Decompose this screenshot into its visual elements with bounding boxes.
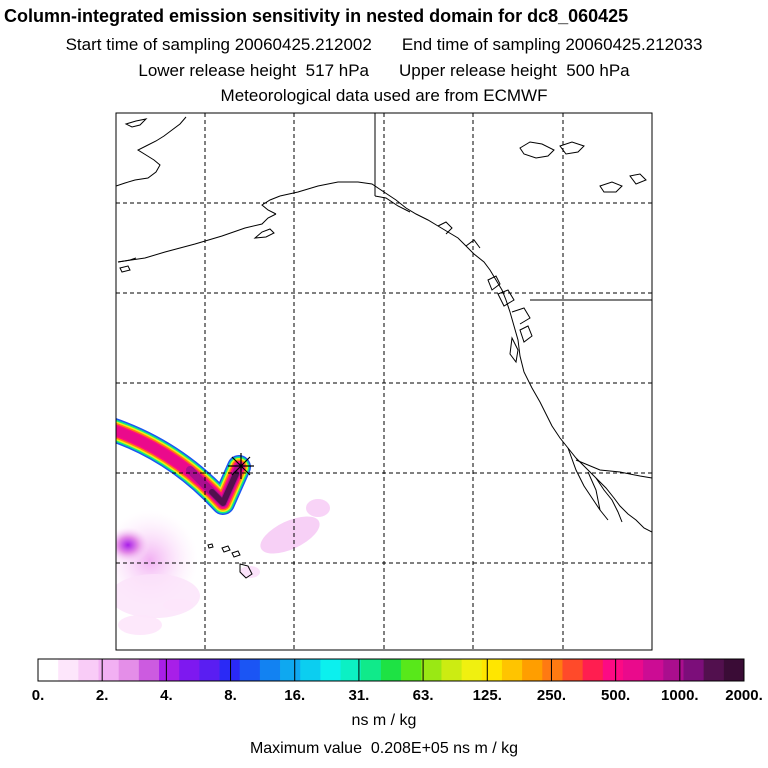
colorbar-swatch (703, 659, 725, 681)
colorbar-swatch (159, 659, 180, 681)
colorbar-swatch (683, 659, 705, 681)
colorbar-swatch (542, 659, 563, 681)
maximum-value-label: Maximum value (249, 740, 362, 757)
colorbar-swatch (138, 659, 160, 681)
colorbar-swatch (461, 659, 483, 681)
coastlines (116, 116, 652, 579)
lower-value: 517 hPa (305, 61, 369, 80)
start-value: 20060425.212002 (234, 35, 372, 54)
sensitivity-field-low (116, 499, 330, 635)
colorbar-swatch (582, 659, 604, 681)
sampling-time-line: Start time of sampling 20060425.212002 En… (0, 35, 768, 55)
colorbar-swatch (421, 659, 442, 681)
map-frame (115, 112, 653, 651)
colorbar-swatch (118, 659, 140, 681)
colorbar-swatch (663, 659, 684, 681)
colorbar-tick-label: 250. (536, 687, 567, 704)
map-area (116, 113, 652, 650)
release-height-line: Lower release height 517 hPa Upper releas… (0, 61, 768, 81)
colorbar-tick-label: 16. (284, 687, 306, 704)
political-borders (374, 113, 652, 479)
plot-title: Column-integrated emission sensitivity i… (4, 6, 629, 26)
colorbar-swatch (380, 659, 402, 681)
colorbar-tick-label: 1000. (661, 687, 699, 704)
upper-value: 500 hPa (566, 61, 630, 80)
colorbar-frame (37, 658, 745, 682)
end-label: End time of sampling (401, 35, 561, 54)
colorbar-swatch (38, 659, 59, 681)
start-label: Start time of sampling (65, 35, 230, 54)
colorbar-tick-label: 8. (224, 687, 237, 704)
colorbar-units: ns m / kg (351, 712, 417, 729)
colorbar-swatch (643, 659, 664, 681)
colorbar-tick-label: 4. (160, 687, 173, 704)
colorbar (37, 658, 745, 682)
colorbar-swatch (360, 659, 382, 681)
met-data-line: Meteorological data used are from ECMWF (220, 86, 548, 105)
colorbar-swatch (239, 659, 261, 681)
colorbar-swatch (280, 659, 301, 681)
colorbar-swatch (219, 659, 241, 681)
colorbar-tick-label: 31. (348, 687, 370, 704)
maximum-value: 0.208E+05 ns m / kg (370, 740, 519, 757)
colorbar-swatch (441, 659, 462, 681)
colorbar-swatch (622, 659, 644, 681)
colorbar-swatch (602, 659, 624, 681)
upper-label: Upper release height (399, 61, 557, 80)
colorbar-swatch (300, 659, 321, 681)
colorbar-swatch (259, 659, 281, 681)
colorbar-swatch (98, 659, 120, 681)
colorbar-swatch (340, 659, 362, 681)
end-value: 20060425.212033 (565, 35, 703, 54)
colorbar-swatch (199, 659, 220, 681)
maximum-value-line: Maximum value 0.208E+05 ns m / kg (0, 740, 768, 758)
colorbar-swatch (481, 659, 503, 681)
release-point-star-icon (228, 453, 254, 479)
colorbar-swatch (501, 659, 523, 681)
colorbar-tick-label: 2. (95, 687, 109, 704)
graticule (116, 113, 652, 650)
colorbar-swatch (522, 659, 543, 681)
colorbar-swatch (401, 659, 422, 681)
colorbar-swatch (723, 659, 745, 681)
colorbar-swatch (320, 659, 341, 681)
colorbar-swatch (78, 659, 99, 681)
colorbar-swatch (58, 659, 79, 681)
colorbar-swatch (179, 659, 200, 681)
sensitivity-plume (116, 418, 251, 515)
lower-label: Lower release height (138, 61, 297, 80)
colorbar-swatch (562, 659, 584, 681)
colorbar-tick-label: 125. (472, 687, 502, 704)
colorbar-tick-label: 500. (601, 687, 631, 704)
colorbar-tick-label: 2000. (725, 687, 763, 704)
colorbar-tick-label: 63. (412, 687, 434, 704)
colorbar-tick-label: 0. (31, 687, 45, 704)
